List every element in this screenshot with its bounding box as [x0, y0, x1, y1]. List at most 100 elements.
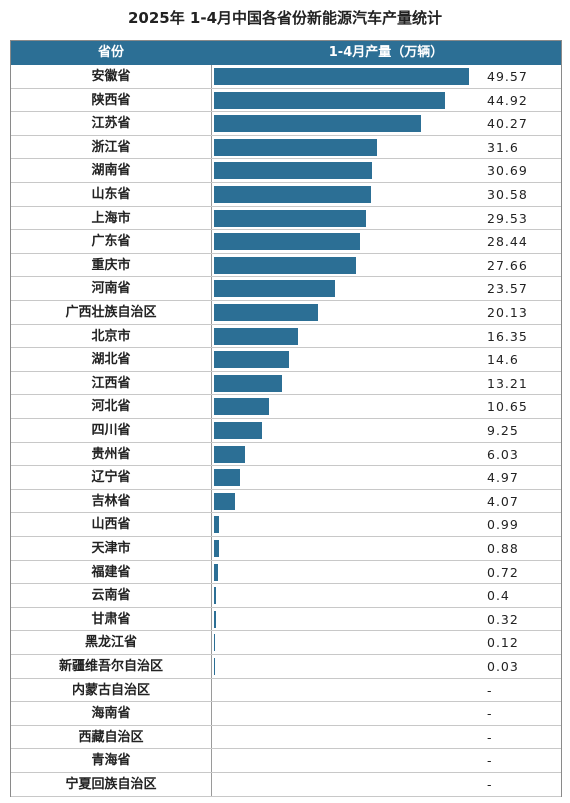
table-row: 重庆市 27.66 [11, 254, 561, 278]
bar [214, 492, 235, 510]
bar [214, 304, 318, 321]
bar [214, 280, 336, 298]
value-label: 23.57 [487, 281, 528, 297]
province-label: 西藏自治区 [78, 729, 144, 745]
table-row: 广西壮族自治区 20.13 [11, 301, 561, 325]
value-label: - [487, 729, 493, 745]
bar [214, 516, 220, 534]
bar [214, 445, 246, 463]
province-label: 四川省 [91, 423, 131, 438]
value-label: - [487, 706, 493, 722]
province-label: 天津市 [91, 541, 131, 556]
bar [214, 658, 215, 675]
value-label: 0.99 [487, 517, 519, 533]
value-label: 30.69 [487, 163, 528, 179]
province-label: 河南省 [91, 281, 131, 297]
table-row: 上海市 29.53 [11, 207, 561, 231]
province-label: 浙江省 [91, 139, 131, 155]
value-label: 0.12 [487, 635, 519, 651]
province-label: 湖南省 [91, 163, 131, 179]
table-header: 省份 1-4月产量（万辆） [11, 41, 561, 65]
table-row: 江苏省 40.27 [11, 112, 561, 136]
province-label: 福建省 [91, 564, 131, 580]
bar [214, 469, 240, 487]
table-row: 四川省 9.25 [11, 419, 561, 443]
value-label: 4.97 [487, 470, 519, 486]
province-label: 云南省 [91, 588, 131, 604]
value-label: - [487, 682, 493, 698]
bar [214, 327, 299, 345]
province-label: 广东省 [91, 234, 131, 250]
table-row: 福建省 0.72 [11, 561, 561, 585]
table-row: 海南省 - [11, 702, 561, 726]
table-row: 新疆维吾尔自治区 0.03 [11, 655, 561, 679]
table-row: 天津市 0.88 [11, 537, 561, 561]
bar [214, 68, 469, 85]
value-label: 27.66 [487, 257, 528, 273]
province-label: 山东省 [91, 187, 131, 202]
value-label: 4.07 [487, 493, 519, 509]
value-label: - [487, 753, 493, 769]
bar [214, 634, 215, 652]
bar [214, 351, 290, 369]
column-divider [211, 65, 212, 796]
table-row: 江西省 13.21 [11, 372, 561, 396]
province-label: 陕西省 [91, 92, 131, 108]
province-label: 青海省 [91, 753, 131, 769]
bar [214, 162, 372, 180]
value-label: 29.53 [487, 210, 528, 226]
table-row: 云南省 0.4 [11, 584, 561, 608]
table-row: 贵州省 6.03 [11, 443, 561, 467]
bar [214, 540, 219, 557]
value-label: 30.58 [487, 187, 528, 202]
province-label: 江苏省 [91, 116, 131, 132]
province-label: 海南省 [91, 706, 131, 722]
value-label: 9.25 [487, 423, 519, 438]
value-label: 14.6 [487, 352, 519, 368]
header-production: 1-4月产量（万辆） [328, 45, 444, 60]
table-row: 浙江省 31.6 [11, 136, 561, 160]
province-label: 湖北省 [91, 352, 131, 368]
bar [214, 256, 357, 274]
province-label: 贵州省 [91, 446, 131, 462]
table-row: 山西省 0.99 [11, 513, 561, 537]
value-label: 6.03 [487, 446, 519, 462]
province-label: 安徽省 [91, 69, 131, 84]
province-label: 河北省 [91, 399, 131, 415]
table-row: 湖南省 30.69 [11, 159, 561, 183]
bar [214, 209, 366, 227]
bar [214, 374, 282, 392]
value-label: 40.27 [487, 116, 528, 132]
bar [214, 422, 262, 439]
table-row: 辽宁省 4.97 [11, 466, 561, 490]
province-label: 重庆市 [91, 257, 131, 273]
table-row: 宁夏回族自治区 - [11, 773, 561, 797]
province-label: 江西省 [91, 375, 131, 391]
bar [214, 587, 217, 605]
province-label: 新疆维吾尔自治区 [58, 659, 163, 674]
table-row: 湖北省 14.6 [11, 348, 561, 372]
table-row: 北京市 16.35 [11, 325, 561, 349]
province-label: 辽宁省 [91, 470, 131, 486]
table-row: 青海省 - [11, 749, 561, 773]
table-row: 西藏自治区 - [11, 726, 561, 750]
province-label: 山西省 [91, 517, 131, 533]
value-label: 16.35 [487, 328, 528, 344]
table-row: 河北省 10.65 [11, 395, 561, 419]
bar [214, 233, 361, 251]
table-row: 黑龙江省 0.12 [11, 631, 561, 655]
value-label: 10.65 [487, 399, 528, 415]
data-table: 省份 1-4月产量（万辆） 安徽省 49.57 陕西省 44.92 江苏省 40.27 浙江… [10, 40, 562, 797]
table-row: 河南省 23.57 [11, 277, 561, 301]
header-province: 省份 [97, 45, 124, 60]
province-label: 吉林省 [91, 493, 131, 509]
value-label: 31.6 [487, 139, 519, 155]
value-label: 28.44 [487, 234, 528, 250]
value-label: 13.21 [487, 375, 528, 391]
table-row: 山东省 30.58 [11, 183, 561, 207]
table-row: 吉林省 4.07 [11, 490, 561, 514]
chart-title: 2025年 1-4月中国各省份新能源汽车产量统计 [127, 9, 443, 27]
value-label: 49.57 [487, 69, 528, 84]
value-label: 20.13 [487, 305, 528, 320]
value-label: 0.03 [487, 659, 519, 674]
